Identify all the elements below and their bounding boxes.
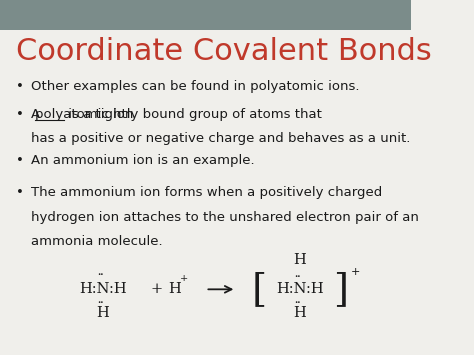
Text: [: [ xyxy=(251,271,266,308)
Text: +: + xyxy=(180,274,188,283)
Text: The ammonium ion forms when a positively charged: The ammonium ion forms when a positively… xyxy=(31,186,382,200)
Text: H: H xyxy=(96,306,109,321)
Text: ]: ] xyxy=(334,271,348,308)
Text: is a tightly bound group of atoms that: is a tightly bound group of atoms that xyxy=(64,108,322,121)
Text: •: • xyxy=(17,80,24,93)
Text: •: • xyxy=(17,108,24,121)
Text: ..: .. xyxy=(98,296,104,305)
Text: H:N:H: H:N:H xyxy=(276,282,324,296)
Text: •: • xyxy=(17,154,24,168)
Text: +: + xyxy=(150,282,162,296)
Text: •: • xyxy=(17,186,24,200)
Text: H: H xyxy=(168,282,181,296)
Text: has a positive or negative charge and behaves as a unit.: has a positive or negative charge and be… xyxy=(31,132,410,146)
Text: ammonia molecule.: ammonia molecule. xyxy=(31,235,163,248)
Text: ..: .. xyxy=(98,268,104,277)
Text: H: H xyxy=(293,253,306,267)
FancyBboxPatch shape xyxy=(0,0,411,30)
Text: ..: .. xyxy=(295,270,301,279)
Text: An ammonium ion is an example.: An ammonium ion is an example. xyxy=(31,154,255,168)
Text: A: A xyxy=(31,108,44,121)
Text: Other examples can be found in polyatomic ions.: Other examples can be found in polyatomi… xyxy=(31,80,359,93)
Text: polyatomic ion: polyatomic ion xyxy=(35,108,133,121)
Text: hydrogen ion attaches to the unshared electron pair of an: hydrogen ion attaches to the unshared el… xyxy=(31,211,419,224)
Text: H: H xyxy=(293,306,306,321)
Text: +: + xyxy=(351,267,360,277)
Text: ..: .. xyxy=(295,296,301,305)
Text: Coordinate Covalent Bonds: Coordinate Covalent Bonds xyxy=(17,37,432,66)
Text: H:N:H: H:N:H xyxy=(79,282,127,296)
